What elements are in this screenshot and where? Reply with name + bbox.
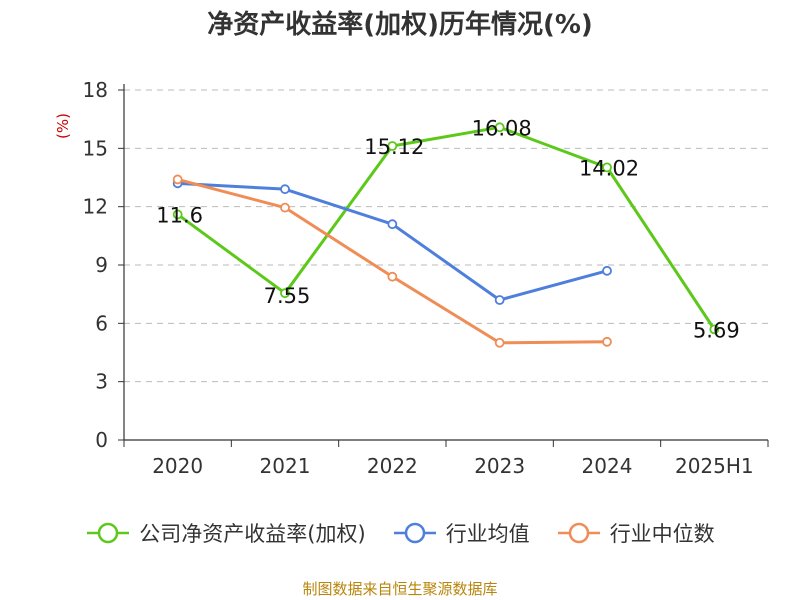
data-point-1 — [494, 295, 505, 305]
y-tick-label: 15 — [83, 136, 108, 160]
legend-item-company[interactable]: 公司净资产收益率(加权) — [85, 518, 366, 548]
legend-label-company: 公司净资产收益率(加权) — [139, 522, 366, 546]
data-point-0 — [280, 288, 290, 299]
y-tick-label: 12 — [83, 195, 108, 219]
data-point-0 — [709, 324, 720, 335]
data-point-1 — [387, 219, 398, 230]
series-line-0 — [176, 125, 716, 331]
data-label: 15.12 — [364, 135, 424, 159]
legend-item-industry-median[interactable]: 行业中位数 — [556, 518, 715, 548]
y-tick-label: 9 — [95, 253, 108, 277]
x-tick-label: 2023 — [474, 454, 525, 478]
data-point-1 — [280, 184, 290, 195]
legend-label-industry-mean: 行业均值 — [445, 522, 530, 546]
legend-marker-company — [87, 522, 130, 544]
x-tick-label: 2024 — [582, 454, 633, 478]
legend: 公司净资产收益率(加权) 行业均值 行业中位数 — [0, 518, 800, 548]
series-line-1 — [177, 181, 608, 302]
data-point-2 — [172, 174, 183, 185]
data-point-2 — [602, 336, 612, 347]
data-point-2 — [280, 202, 290, 213]
data-point-0 — [494, 122, 505, 133]
y-axis-label: (%) — [54, 113, 72, 139]
x-tick-label: 2020 — [152, 454, 203, 478]
data-point-0 — [172, 209, 183, 220]
x-tick-label: 2025H1 — [675, 454, 754, 478]
legend-item-industry-mean[interactable]: 行业均值 — [392, 518, 530, 548]
data-label: 14.02 — [579, 156, 639, 180]
x-tick-label: 2022 — [367, 454, 418, 478]
data-label: 11.6 — [156, 203, 203, 227]
data-point-2 — [494, 337, 505, 348]
y-tick-label: 18 — [83, 78, 108, 102]
data-point-0 — [387, 141, 398, 151]
legend-marker-industry-median — [557, 522, 600, 544]
y-tick-label: 3 — [95, 370, 108, 394]
y-tick-label: 6 — [95, 311, 108, 335]
chart-title: 净资产收益率(加权)历年情况(%) — [207, 10, 593, 40]
data-point-2 — [387, 271, 398, 282]
data-source-note: 制图数据来自恒生聚源数据库 — [302, 580, 498, 598]
x-tick-label: 2021 — [260, 454, 311, 478]
data-point-0 — [602, 162, 612, 173]
legend-label-industry-median: 行业中位数 — [609, 522, 715, 546]
y-tick-label: 0 — [95, 428, 108, 452]
data-label: 7.55 — [264, 284, 311, 308]
data-point-1 — [602, 265, 612, 276]
data-label: 16.08 — [472, 116, 532, 140]
legend-marker-industry-mean — [393, 522, 436, 544]
data-label: 5.69 — [693, 318, 740, 342]
